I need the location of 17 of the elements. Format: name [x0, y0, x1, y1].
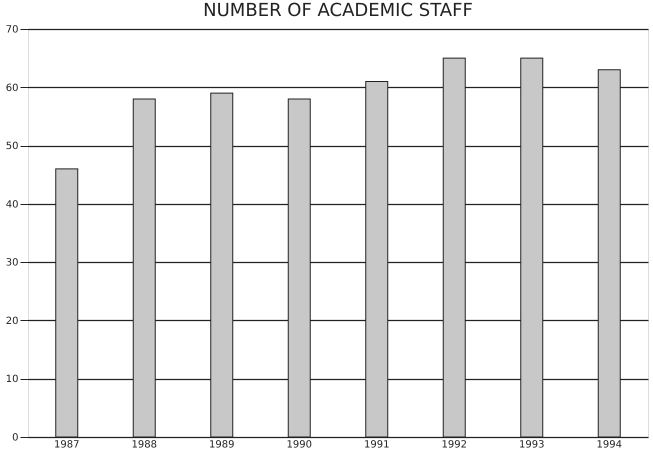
y-tick-label: 50	[6, 141, 18, 152]
x-tick-label: 1994	[596, 440, 622, 450]
x-tick-label: 1987	[54, 440, 80, 450]
y-tick-label: 40	[6, 199, 18, 210]
x-tick-label: 1993	[519, 440, 544, 450]
chart-title: NUMBER OF ACADEMIC STAFF	[203, 0, 473, 21]
y-tick-label: 70	[6, 24, 18, 36]
y-tick-label: 30	[6, 258, 18, 269]
y-tick-label: 60	[6, 82, 18, 94]
x-tick-label: 1988	[132, 440, 157, 450]
y-tick-label: 10	[6, 374, 18, 386]
x-tick-label: 1989	[209, 440, 234, 450]
x-tick-label: 1990	[286, 440, 312, 450]
x-tick-label: 1992	[442, 440, 467, 450]
y-tick-label: 20	[6, 316, 18, 327]
x-tick-label: 1991	[364, 440, 390, 450]
y-tick-label: 0	[12, 432, 18, 444]
